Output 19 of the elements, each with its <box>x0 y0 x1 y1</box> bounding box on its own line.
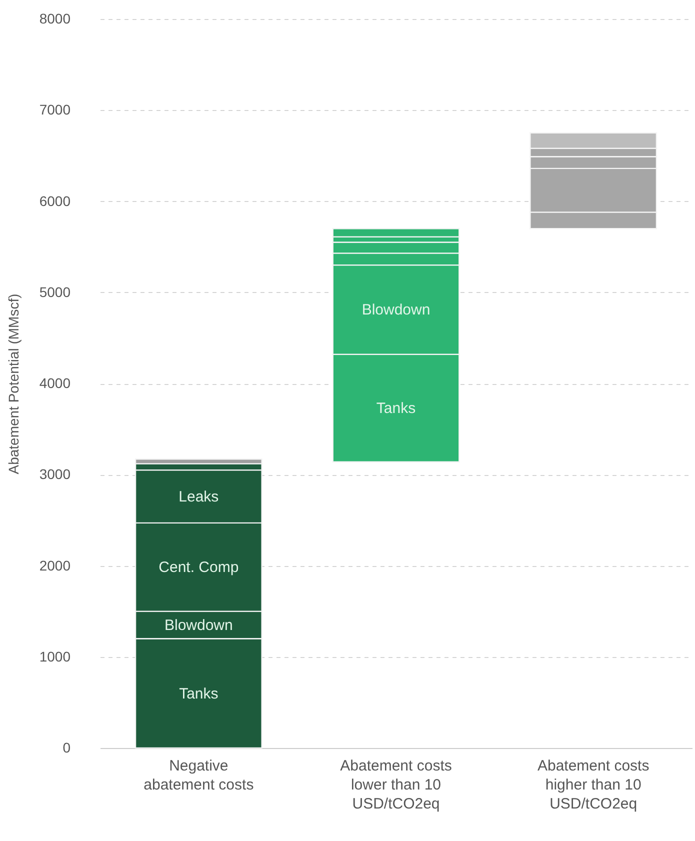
series-label: Tanks <box>376 400 416 418</box>
y-tick-label: 2000 <box>39 557 71 574</box>
series-label: Cent. Comp <box>158 559 239 576</box>
x-tick-label: Abatement costs lower than 10 USD/tCO2eq <box>340 758 452 812</box>
text: Blowdown <box>362 302 430 319</box>
x-tick-label: Abatement costs higher than 10 USD/tCO2eq <box>537 758 650 812</box>
text: Tanks <box>179 685 218 702</box>
y-axis-title: Abatement Potential (MMscf) <box>5 294 22 474</box>
y-tick-label: 5000 <box>39 284 71 300</box>
series-label: Leaks <box>178 488 219 506</box>
series-label: Blowdown <box>164 616 233 634</box>
y-tick-label: 0 <box>62 740 71 756</box>
y-tick-label: 8000 <box>39 10 71 26</box>
x-tick-label: Negative abatement costs <box>144 758 254 794</box>
y-tick-label: 3000 <box>39 466 71 482</box>
y-tick-label: 7000 <box>39 102 71 118</box>
y-tick-label: 4000 <box>39 375 71 391</box>
y-tick-label: 1000 <box>39 648 71 664</box>
y-tick-label: 6000 <box>39 192 71 209</box>
